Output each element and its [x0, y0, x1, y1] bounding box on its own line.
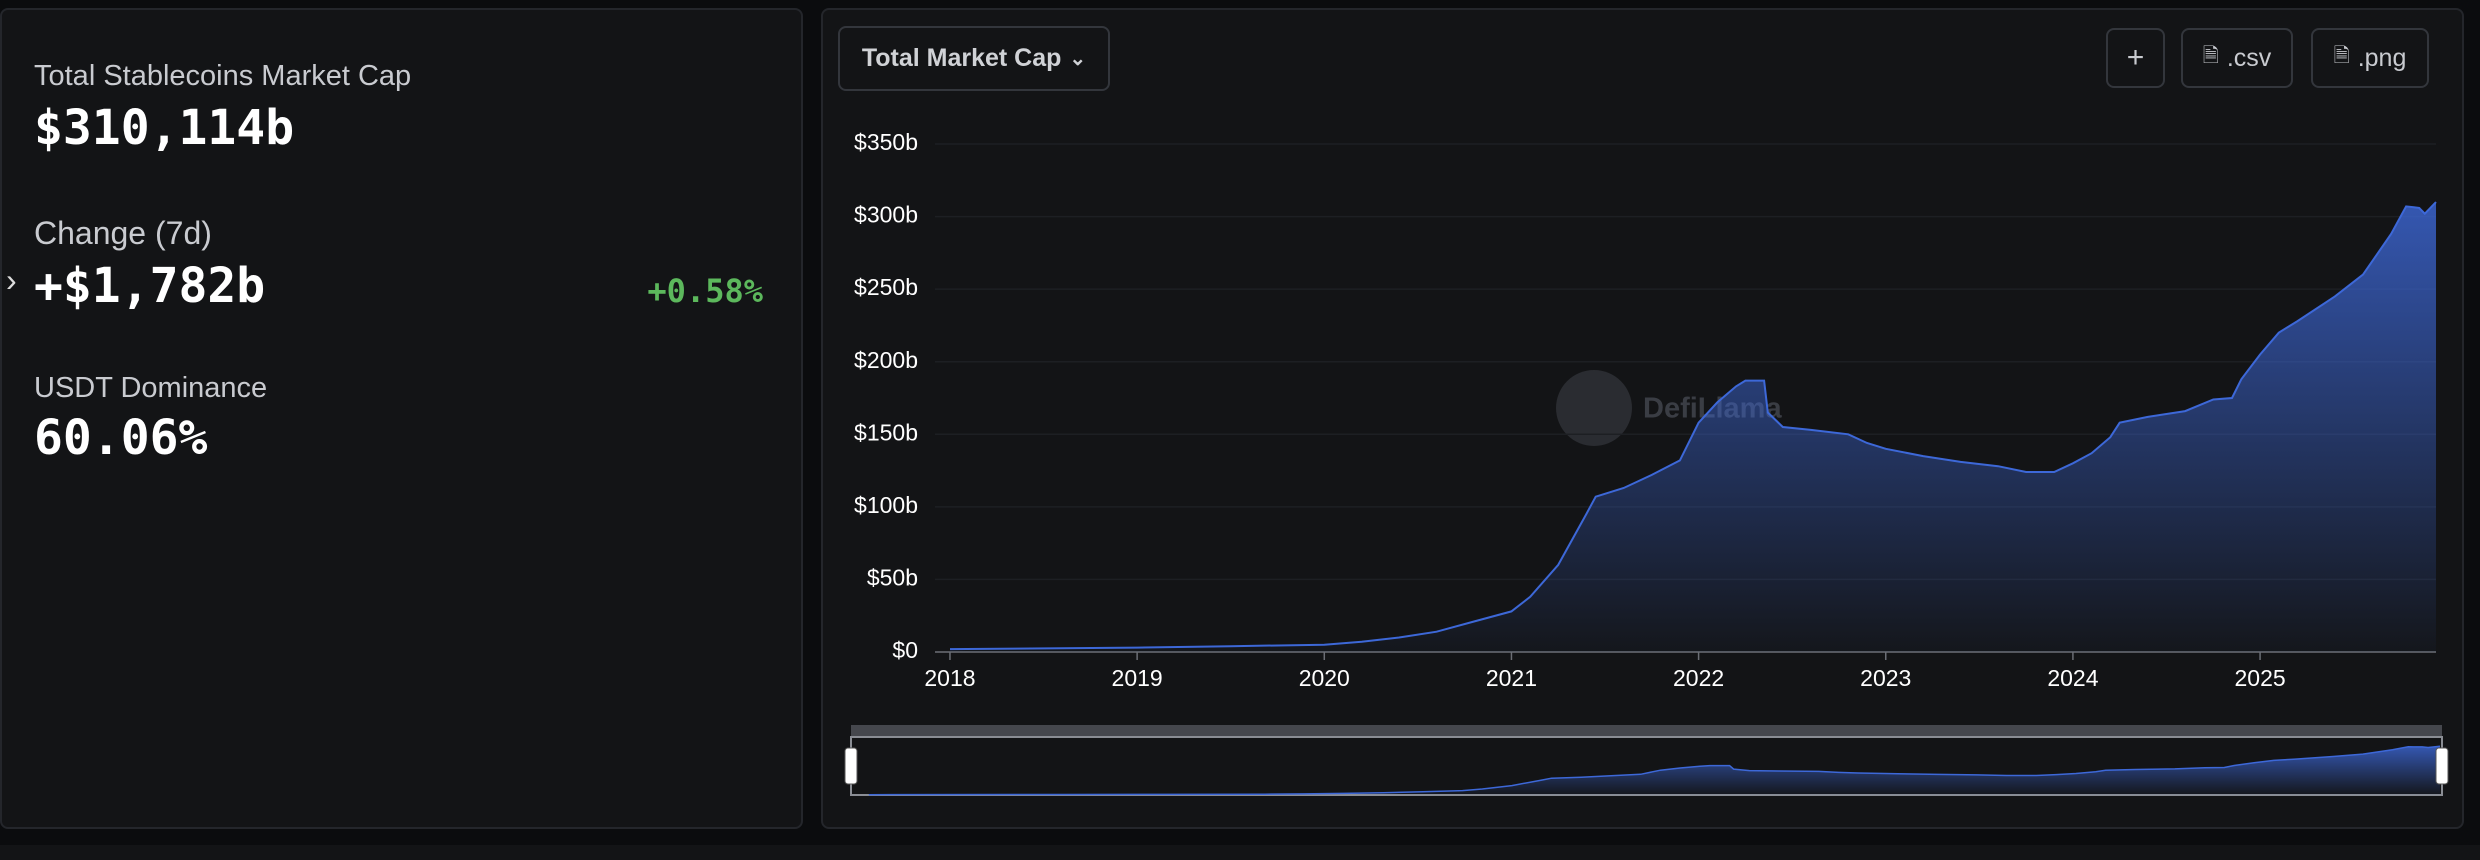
- dropdown-text: Total Market Cap: [861, 44, 1062, 72]
- csv-text: .csv: [2226, 43, 2272, 72]
- navigator-handle[interactable]: [2435, 747, 2449, 785]
- x-tick-label: 2024: [2047, 665, 2098, 691]
- x-tick-label: 2025: [2234, 665, 2285, 691]
- y-tick-label: $350b: [854, 129, 918, 155]
- area-fill: [950, 202, 2436, 652]
- y-tick-label: $300b: [854, 202, 918, 228]
- watermark-logo: [1556, 370, 1632, 446]
- stat-value: $310,114b: [34, 100, 295, 156]
- navigator-bar: [851, 725, 2442, 737]
- stat-value: +$1,782b: [34, 258, 266, 314]
- bottom-strip: [0, 845, 2480, 860]
- change-percent: +0.58%: [647, 272, 763, 310]
- area-line: [868, 745, 2441, 796]
- stat-value: 60.06%: [34, 410, 208, 466]
- y-tick-label: $0: [892, 637, 918, 663]
- png-text: .png: [2357, 43, 2407, 72]
- area-line: [949, 201, 2437, 651]
- navigator-handle[interactable]: [844, 747, 858, 785]
- stats-panel: Total Stablecoins Market Cap $310,114b C…: [0, 8, 803, 829]
- metric-dropdown[interactable]: Total Market Cap ⌄: [838, 26, 1110, 91]
- expand-chevron[interactable]: ›: [6, 262, 17, 298]
- x-tick-label: 2020: [1299, 665, 1350, 691]
- csv-button[interactable]: 🗎 .csv: [2181, 28, 2293, 88]
- png-button[interactable]: 🗎 .png: [2311, 28, 2429, 88]
- x-tick-label: 2023: [1860, 665, 1911, 691]
- x-tick-label: 2018: [924, 665, 975, 691]
- x-tick-label: 2022: [1673, 665, 1724, 691]
- stat-label: USDT Dominance: [34, 372, 268, 404]
- stat-label: Total Stablecoins Market Cap: [34, 60, 412, 92]
- y-tick-label: $250b: [854, 274, 918, 300]
- y-tick-label: $150b: [854, 419, 918, 445]
- x-tick-label: 2019: [1112, 665, 1163, 691]
- y-tick-label: $200b: [854, 347, 918, 373]
- y-tick-label: $100b: [854, 492, 918, 518]
- stat-label: Change (7d): [34, 215, 212, 251]
- add-button[interactable]: +: [2106, 28, 2165, 88]
- area-fill: [868, 746, 2440, 795]
- y-tick-label: $50b: [867, 565, 918, 591]
- x-tick-label: 2021: [1486, 665, 1537, 691]
